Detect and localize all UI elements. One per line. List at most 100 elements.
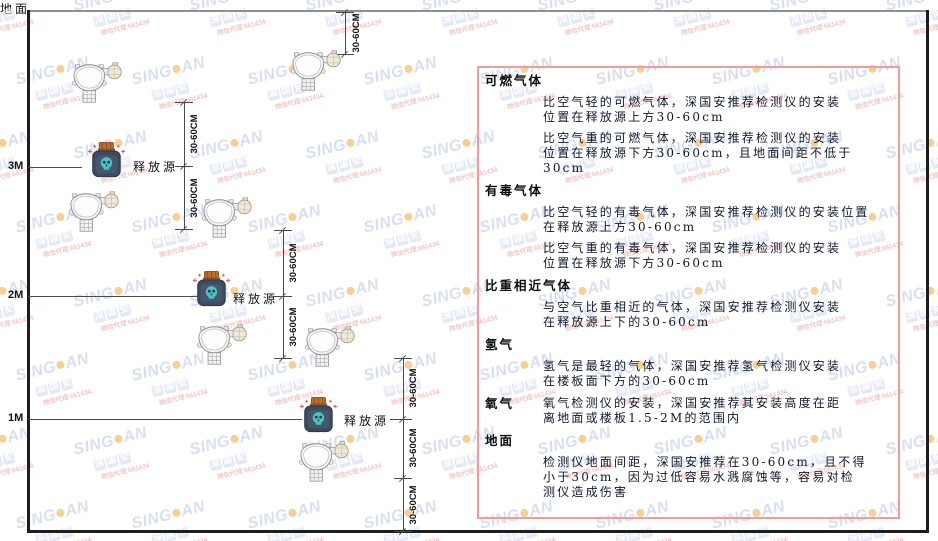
dimension-label: 30-60CM: [288, 307, 299, 347]
globe-dot-icon: [0, 138, 8, 148]
globe-dot-icon: [229, 434, 240, 444]
height-line-1m: [28, 419, 302, 420]
height-line-3m: [28, 167, 82, 168]
guideline-line: 与空气比重相近的气体，深国安推荐检测仪安装: [543, 300, 842, 314]
globe-dot-icon: [171, 64, 182, 74]
guideline-line: 氢气是最轻的气体，深国安推荐氢气检测仪安装: [543, 359, 842, 373]
dimension-tick: [336, 54, 354, 55]
globe-dot-icon: [171, 212, 182, 222]
ground-line: [27, 530, 929, 533]
globe-dot-icon: [171, 508, 182, 518]
gas-detector-icon: [299, 441, 349, 483]
guideline-paragraph: 与空气比重相近的气体，深国安推荐检测仪安装 在释放源上下的30-60cm: [543, 300, 890, 330]
height-label-1m: 1M: [8, 412, 24, 424]
guideline-line: 氧气检测仪的安装，深国安推荐其安装高度在距: [543, 396, 842, 410]
section-heading: 可燃气体: [485, 73, 544, 88]
dimension-label: 30-60CM: [288, 243, 299, 283]
dimension-tick: [274, 230, 292, 231]
globe-dot-icon: [0, 434, 8, 444]
dimension-line-ceiling: [336, 12, 354, 55]
guideline-paragraph: 比空气轻的有毒气体，深国安推荐检测仪的安装位置 在释放源上方30-60cm: [543, 205, 890, 235]
gas-detector-icon: [291, 50, 341, 92]
guideline-line: 在楼板面下方的30-60cm: [543, 374, 711, 388]
guideline-section: 比重相近气体与空气比重相近的气体，深国安推荐检测仪安装 在释放源上下的30-60c…: [485, 278, 890, 330]
guideline-section: 地面 检测仪地面间距，深国安推荐在30-60cm，且不得 小于30cm，因为过低容易…: [485, 433, 890, 500]
guideline-line: 位置在释放源下方30-60cm，且地面间距不低于: [543, 146, 853, 160]
guideline-section: 有毒气体比空气轻的有毒气体，深国安推荐检测仪的安装位置 在释放源上方30-60cm…: [485, 183, 890, 271]
gas-detector-icon: [305, 326, 355, 368]
globe-dot-icon: [229, 138, 240, 148]
height-label-2m: 2M: [8, 289, 24, 301]
globe-dot-icon: [0, 286, 8, 296]
guideline-paragraph: 氢气是最轻的气体，深国安推荐氢气检测仪安装 在楼板面下方的30-60cm: [543, 359, 890, 389]
height-line-2m: [28, 296, 198, 297]
guideline-line: 检测仪地面间距，深国安推荐在30-60cm，且不得: [543, 455, 867, 469]
guideline-line: 小于30cm，因为过低容易水溅腐蚀等，容易对检: [543, 470, 855, 484]
globe-dot-icon: [403, 212, 414, 222]
globe-dot-icon: [403, 64, 414, 74]
release-source-label: 释放源: [133, 160, 179, 174]
globe-dot-icon: [113, 434, 124, 444]
dimension-line-3m: [175, 102, 193, 230]
gas-detector-icon: [72, 62, 122, 104]
globe-dot-icon: [461, 286, 472, 296]
globe-dot-icon: [113, 286, 124, 296]
globe-dot-icon: [345, 286, 356, 296]
release-source-icon: [296, 396, 340, 434]
dimension-tick: [175, 166, 193, 167]
globe-dot-icon: [55, 64, 66, 74]
guideline-line: 比空气轻的可燃气体，深国安推荐检测仪的安装: [543, 95, 842, 109]
dimension-line-1m: [394, 358, 412, 532]
guideline-line: 位置在释放源下方30-60cm: [543, 256, 725, 270]
guideline-paragraph: 检测仪地面间距，深国安推荐在30-60cm，且不得 小于30cm，因为过低容易水溅…: [543, 455, 890, 500]
release-source-label: 释放源: [233, 292, 279, 306]
globe-dot-icon: [461, 138, 472, 148]
globe-dot-icon: [287, 212, 298, 222]
dimension-line-2m: [274, 230, 292, 359]
globe-dot-icon: [287, 508, 298, 518]
section-heading: 比重相近气体: [485, 278, 573, 293]
guideline-paragraph: 比空气重的可燃气体，深国安推荐检测仪的安装 位置在释放源下方30-60cm，且地面…: [543, 131, 890, 176]
dimension-tick: [394, 478, 412, 479]
guideline-line: 在释放源上方30-60cm: [543, 220, 697, 234]
height-label-3m: 3M: [8, 160, 24, 172]
dimension-label: 30-60CM: [189, 114, 200, 154]
globe-dot-icon: [55, 508, 66, 518]
guideline-section: 氧气 氧气检测仪的安装，深国安推荐其安装高度在距 离地面或楼板1.5-2M的范围内: [485, 396, 890, 426]
globe-dot-icon: [55, 212, 66, 222]
dimension-label: 30-60CM: [351, 13, 362, 53]
dimension-label: 30-60CM: [408, 368, 419, 408]
left-wall-line: [27, 10, 30, 533]
section-heading: 有毒气体: [485, 183, 544, 198]
globe-dot-icon: [287, 360, 298, 370]
dimension-label: 30-60CM: [408, 485, 419, 525]
guideline-section: 可燃气体 比空气轻的可燃气体，深国安推荐检测仪的安装 位置在释放源上方30-60cm…: [485, 73, 890, 176]
section-heading: 氧气: [485, 396, 515, 411]
guideline-panel: 可燃气体 比空气轻的可燃气体，深国安推荐检测仪的安装 位置在释放源上方30-60cm…: [477, 66, 900, 519]
guideline-line: 比空气重的可燃气体，深国安推荐检测仪的安装: [543, 131, 842, 145]
dimension-tick: [175, 102, 193, 103]
dimension-tick: [274, 296, 292, 297]
section-heading: 氢气: [485, 337, 515, 352]
guideline-line: 离地面或楼板1.5-2M的范围内: [543, 411, 742, 425]
dimension-label: 30-60CM: [189, 178, 200, 218]
guideline-paragraph: 氧气检测仪的安装，深国安推荐其安装高度在距 离地面或楼板1.5-2M的范围内: [543, 396, 890, 426]
globe-dot-icon: [55, 360, 66, 370]
dimension-tick: [274, 358, 292, 359]
right-wall-line: [926, 10, 929, 533]
